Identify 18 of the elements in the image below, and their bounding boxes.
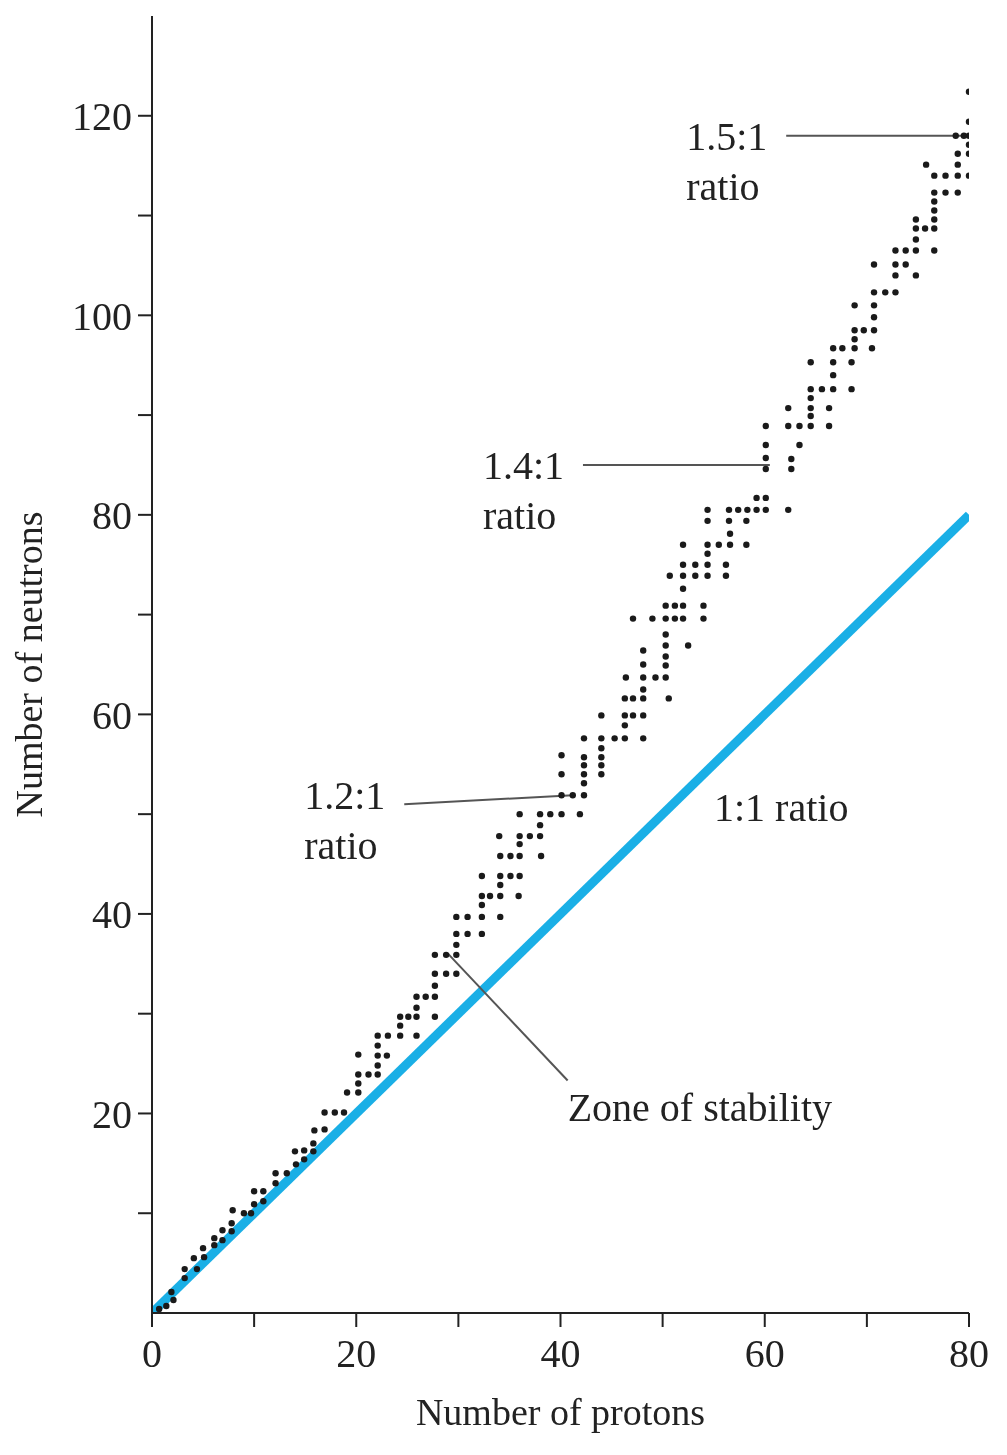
y-tick-label: 60 — [92, 692, 132, 738]
x-tick-label: 40 — [540, 1331, 581, 1376]
x-tick-label: 80 — [949, 1331, 989, 1376]
annotation: 1.2:1 ratio — [304, 773, 386, 869]
y-tick-label: 120 — [72, 93, 132, 139]
x-axis-title: Number of protons — [415, 1391, 706, 1433]
y-axis-title: Number of neutrons — [8, 511, 50, 818]
y-tick-label: 80 — [92, 493, 132, 539]
annotation: Zone of stability — [567, 1084, 833, 1130]
y-tick-label: 20 — [92, 1091, 132, 1137]
annotation: 1.4:1 ratio — [482, 442, 565, 538]
series-label: 1:1 ratio — [714, 785, 849, 830]
y-tick-label: 40 — [92, 892, 132, 938]
x-tick-label: 0 — [142, 1331, 162, 1376]
x-tick-label: 60 — [744, 1331, 785, 1376]
annotation: 1.5:1 ratio — [686, 113, 768, 209]
y-tick-label: 100 — [72, 293, 132, 339]
x-tick-label: 20 — [336, 1331, 377, 1376]
